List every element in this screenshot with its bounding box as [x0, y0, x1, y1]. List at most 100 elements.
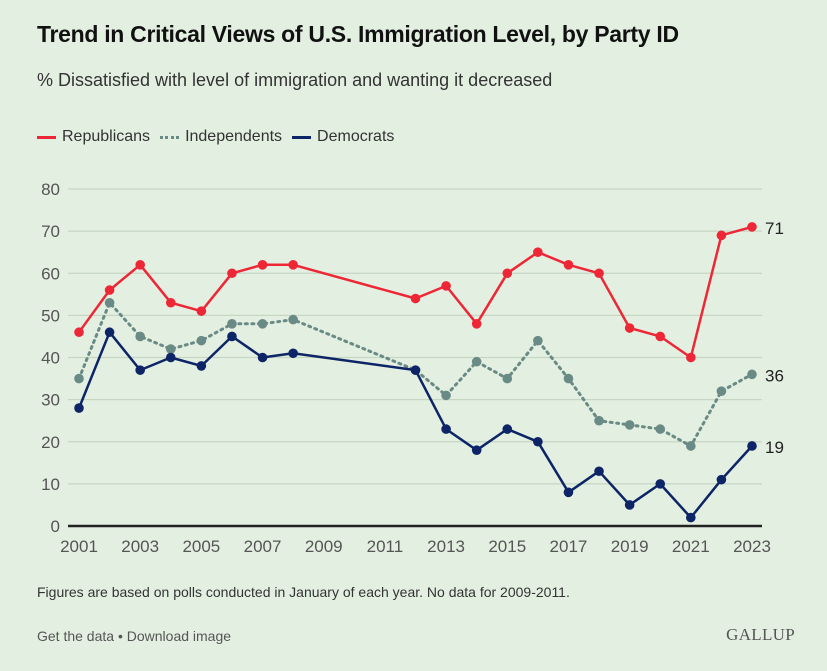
- data-point-democrats: [686, 512, 696, 523]
- data-point-democrats: [441, 424, 451, 434]
- data-point-republicans: [716, 230, 727, 241]
- data-point-republicans: [288, 260, 298, 270]
- data-point-independents: [196, 335, 207, 346]
- data-point-democrats: [196, 361, 207, 371]
- data-point-democrats: [288, 348, 298, 359]
- data-point-republicans: [624, 323, 635, 333]
- series-line-independents: [77, 301, 754, 448]
- x-axis-ticks: 2001 2003 2005 2007 2009 2011 2013 2015 2017 2019…: [60, 537, 771, 556]
- data-point-republicans: [135, 260, 145, 270]
- legend-swatch-democrats: [292, 135, 312, 139]
- y-tick-label: 60: [41, 264, 60, 283]
- data-point-republicans: [655, 331, 666, 342]
- data-point-republicans: [227, 268, 237, 279]
- data-point-democrats: [716, 474, 727, 485]
- data-point-republicans: [74, 327, 84, 338]
- data-point-democrats: [104, 327, 115, 338]
- data-point-independents: [74, 373, 84, 384]
- data-point-independents: [533, 335, 543, 346]
- data-point-democrats: [135, 365, 145, 375]
- data-point-independents: [227, 319, 237, 329]
- x-tick-label: 2011: [367, 537, 404, 556]
- data-point-independents: [165, 344, 176, 354]
- data-point-republicans: [747, 222, 757, 232]
- x-tick-label: 2005: [182, 537, 220, 556]
- x-tick-label: 2021: [672, 537, 710, 556]
- legend-swatch-independents: [160, 135, 180, 139]
- y-tick-label: 40: [41, 349, 60, 368]
- data-point-democrats: [502, 424, 513, 434]
- y-axis-ticks: 0 10 20 30 40 50 60 70 80: [41, 180, 60, 536]
- data-point-independents: [288, 314, 298, 325]
- data-point-republicans: [502, 268, 513, 279]
- legend-label-independents: Independents: [185, 128, 283, 145]
- data-point-independents: [686, 441, 696, 451]
- end-label-republicans: 71: [765, 219, 784, 238]
- data-point-democrats: [227, 331, 237, 342]
- data-point-republicans: [165, 297, 176, 308]
- footnote: Figures are based on polls conducted in …: [37, 584, 570, 600]
- data-point-republicans: [533, 247, 543, 257]
- legend-swatch-republicans: [37, 135, 56, 139]
- series-democrats: [74, 327, 757, 523]
- chart-subtitle: % Dissatisfied with level of immigration…: [37, 70, 553, 90]
- data-point-republicans: [594, 268, 604, 279]
- link-separator: •: [117, 628, 123, 644]
- legend-label-republicans: Republicans: [62, 128, 151, 145]
- data-point-independents: [104, 297, 115, 308]
- x-tick-label: 2019: [611, 537, 649, 556]
- footer-links: Get the data • Download image: [37, 628, 231, 644]
- y-tick-label: 0: [51, 517, 60, 536]
- data-point-independents: [502, 373, 513, 384]
- data-point-democrats: [471, 445, 482, 455]
- x-tick-label: 2013: [427, 537, 465, 556]
- data-point-democrats: [563, 487, 574, 498]
- download-image-link[interactable]: Download image: [126, 628, 232, 644]
- data-point-democrats: [655, 479, 666, 489]
- y-tick-label: 80: [41, 180, 60, 199]
- data-point-republicans: [686, 352, 696, 363]
- data-point-democrats: [624, 500, 635, 510]
- x-tick-label: 2009: [305, 537, 343, 556]
- data-point-democrats: [410, 365, 421, 375]
- y-tick-label: 20: [41, 433, 60, 452]
- legend-item-republicans: Republicans: [37, 128, 150, 146]
- data-point-independents: [135, 331, 145, 342]
- gridlines: [68, 188, 762, 485]
- series-republicans: [74, 222, 757, 363]
- data-point-democrats: [257, 352, 268, 363]
- data-point-democrats: [594, 466, 604, 477]
- data-point-republicans: [104, 285, 115, 295]
- x-tick-label: 2023: [733, 537, 771, 556]
- x-tick-label: 2007: [244, 537, 282, 556]
- data-point-independents: [624, 420, 635, 430]
- data-point-republicans: [257, 260, 268, 270]
- end-labels: 36 19 71: [765, 219, 784, 457]
- legend-item-democrats: Democrats: [292, 128, 394, 146]
- y-tick-label: 30: [41, 391, 60, 410]
- data-point-independents: [747, 369, 757, 380]
- data-point-democrats: [74, 403, 84, 413]
- data-point-democrats: [747, 441, 757, 451]
- data-point-independents: [257, 319, 268, 329]
- legend-label-democrats: Democrats: [317, 128, 395, 145]
- data-point-republicans: [563, 260, 574, 270]
- data-point-independents: [563, 373, 574, 384]
- series-group: [74, 222, 757, 523]
- end-label-democrats: 19: [765, 438, 784, 457]
- data-point-republicans: [471, 319, 482, 329]
- data-point-independents: [441, 390, 451, 401]
- x-tick-label: 2017: [550, 537, 588, 556]
- chart-title: Trend in Critical Views of U.S. Immigrat…: [37, 21, 679, 47]
- legend: Republicans Independents Democrats: [37, 128, 404, 146]
- data-point-independents: [716, 386, 727, 396]
- series-line-democrats: [77, 330, 753, 519]
- data-point-republicans: [410, 293, 421, 304]
- series-independents: [74, 297, 757, 451]
- get-data-link[interactable]: Get the data: [37, 628, 115, 644]
- gallup-logo: GALLUP: [726, 625, 795, 644]
- x-tick-label: 2001: [60, 537, 98, 556]
- x-tick-label: 2015: [488, 537, 526, 556]
- data-point-democrats: [533, 436, 543, 447]
